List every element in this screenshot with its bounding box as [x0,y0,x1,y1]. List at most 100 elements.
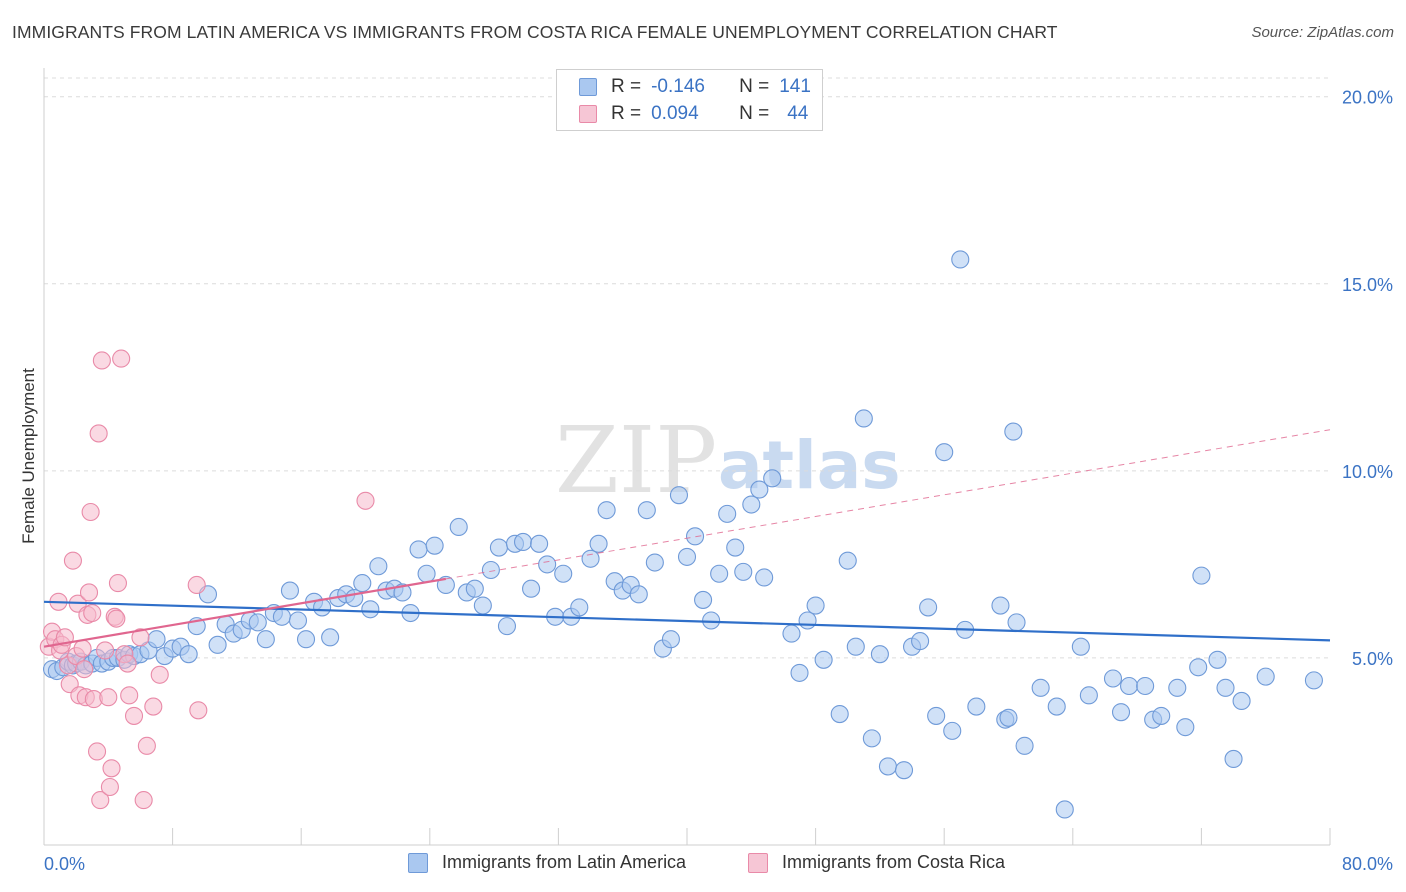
point-latin-america [782,624,801,643]
point-costa-rica [102,759,121,778]
point-costa-rica [189,701,208,720]
point-latin-america [702,611,721,630]
point-latin-america [321,628,340,647]
point-latin-america [1224,749,1243,768]
point-latin-america [570,598,589,617]
point-latin-america [726,538,745,557]
point-latin-america [353,574,372,593]
point-latin-america [830,704,849,724]
y-tick-label: 10.0% [1342,462,1393,482]
point-latin-america [409,540,428,559]
point-costa-rica [73,639,92,658]
point-latin-america [1004,422,1023,441]
bottom-legend-swatch-pink [748,852,768,873]
point-latin-america [417,564,436,583]
y-tick-label: 15.0% [1342,275,1393,295]
legend-r-value: -0.146 [651,76,705,97]
point-latin-america [1055,800,1074,819]
trendline-latin-america [43,600,1331,642]
point-latin-america [497,617,517,636]
point-costa-rica [187,575,206,595]
point-latin-america [1103,669,1123,688]
point-costa-rica [75,660,94,679]
point-latin-america [999,708,1018,727]
point-latin-america [256,630,275,649]
point-latin-america [742,495,761,514]
point-latin-america [661,630,680,649]
point-latin-america [710,564,729,583]
point-latin-america [1189,658,1208,677]
trendline-costa-rica [43,577,447,648]
point-latin-america [248,613,267,632]
point-costa-rica [112,349,131,368]
point-latin-america [951,250,970,269]
point-costa-rica [83,603,102,623]
point-costa-rica [63,551,82,570]
point-latin-america [806,596,825,615]
point-latin-america [1208,650,1227,669]
point-latin-america [554,564,573,583]
correlation-legend: R = -0.146 N = 141 R = 0.094 N = 44 [556,69,823,131]
point-costa-rica [87,742,107,761]
source-label: Source: ZipAtlas.com [1251,24,1394,41]
legend-swatch-pink [579,105,597,123]
point-costa-rica [79,583,99,602]
point-latin-america [280,581,299,600]
point-costa-rica [96,641,115,660]
point-latin-america [1192,566,1211,585]
point-latin-america [677,547,697,566]
legend-row-latin-america: R = -0.146 N = 141 [579,76,811,98]
point-latin-america [393,583,412,602]
point-costa-rica [107,609,126,628]
point-latin-america [991,596,1010,615]
point-latin-america [1047,697,1066,716]
point-latin-america [694,590,713,609]
point-latin-america [538,555,557,574]
bottom-legend-costa-rica: Immigrants from Costa Rica [748,852,1005,873]
point-latin-america [1152,706,1171,725]
point-latin-america [361,600,380,619]
chart-title: IMMIGRANTS FROM LATIN AMERICA VS IMMIGRA… [12,22,1058,42]
point-latin-america [763,469,782,488]
point-latin-america [894,761,914,780]
point-costa-rica [99,688,118,707]
point-latin-america [911,632,930,651]
point-latin-america [425,536,444,555]
point-costa-rica [108,574,127,593]
point-latin-america [597,501,616,520]
point-latin-america [645,553,664,572]
point-latin-america [927,706,946,725]
point-latin-america [734,562,753,581]
point-costa-rica [81,502,100,522]
legend-n-label: N = [739,103,770,124]
point-costa-rica [89,424,108,443]
point-latin-america [1304,671,1323,690]
point-latin-america [669,486,689,505]
point-latin-america [718,504,737,523]
y-axis-label: Female Unemployment [19,368,38,544]
point-latin-america [1256,667,1275,686]
point-latin-america [1232,691,1251,711]
point-latin-america [1015,736,1034,755]
point-latin-america [179,645,198,664]
point-latin-america [272,607,291,626]
point-costa-rica [118,654,137,673]
point-costa-rica [124,706,144,725]
bottom-legend-latin-america: Immigrants from Latin America [408,852,686,873]
point-latin-america [288,611,308,630]
point-latin-america [798,611,817,630]
bottom-legend-label: Immigrants from Costa Rica [782,852,1006,872]
y-tick-label: 20.0% [1342,88,1393,108]
point-latin-america [1168,678,1187,697]
x-tick-label: 0.0% [44,854,85,874]
point-latin-america [530,534,549,553]
point-latin-america [846,637,865,656]
point-latin-america [1111,703,1131,722]
point-latin-america [369,557,388,576]
point-costa-rica [91,791,110,810]
legend-swatch-blue [579,78,597,96]
point-costa-rica [144,697,163,716]
point-latin-america [919,598,938,617]
point-latin-america [967,697,986,716]
point-costa-rica [131,628,150,647]
